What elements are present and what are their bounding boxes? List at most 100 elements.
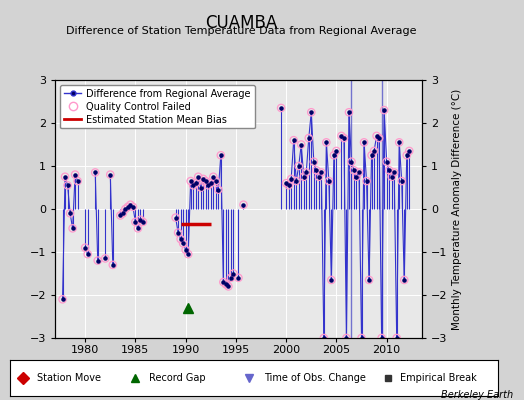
Point xyxy=(222,281,230,288)
Point xyxy=(206,180,215,186)
Point xyxy=(219,279,227,285)
Point xyxy=(179,240,188,246)
Point xyxy=(277,105,286,111)
Point xyxy=(94,258,102,264)
Point xyxy=(345,109,353,116)
Point xyxy=(307,109,315,116)
Point xyxy=(289,137,298,143)
Point xyxy=(124,204,132,210)
Point xyxy=(332,148,341,154)
Point xyxy=(171,214,180,221)
Point xyxy=(58,296,67,302)
Point xyxy=(292,178,300,184)
Point xyxy=(61,174,69,180)
Point xyxy=(61,174,69,180)
Point xyxy=(330,152,338,158)
Point xyxy=(212,178,220,184)
Point xyxy=(73,178,82,184)
Point xyxy=(297,141,305,148)
Point xyxy=(227,274,235,281)
Point xyxy=(124,204,132,210)
Point xyxy=(129,204,137,210)
Point xyxy=(219,279,227,285)
Point xyxy=(395,139,403,146)
Point xyxy=(239,202,248,208)
Point xyxy=(380,107,388,113)
Point xyxy=(317,169,325,176)
Point xyxy=(402,152,411,158)
Point xyxy=(191,180,200,186)
Point xyxy=(63,182,72,188)
Point xyxy=(131,219,139,225)
Point xyxy=(66,210,74,216)
Point xyxy=(91,169,100,176)
Point xyxy=(307,109,315,116)
Point xyxy=(224,283,233,290)
Point xyxy=(400,277,408,283)
Point xyxy=(375,135,383,141)
Point xyxy=(330,152,338,158)
Point xyxy=(129,204,137,210)
Point xyxy=(101,255,110,262)
Point xyxy=(383,158,391,165)
Point xyxy=(355,169,363,176)
Point xyxy=(204,182,212,188)
Point xyxy=(134,225,142,232)
Point xyxy=(202,178,210,184)
Point xyxy=(285,182,293,188)
Point xyxy=(116,212,125,219)
Point xyxy=(347,158,356,165)
Point xyxy=(83,251,92,257)
Point xyxy=(398,178,406,184)
Point xyxy=(177,236,185,242)
Point xyxy=(367,152,376,158)
Point xyxy=(300,174,308,180)
Point xyxy=(289,137,298,143)
Y-axis label: Monthly Temperature Anomaly Difference (°C): Monthly Temperature Anomaly Difference (… xyxy=(452,88,462,330)
Text: Berkeley Earth: Berkeley Earth xyxy=(441,390,514,400)
Point xyxy=(337,133,346,139)
Point xyxy=(126,202,135,208)
Point xyxy=(392,335,401,341)
Point xyxy=(121,206,129,212)
Point xyxy=(94,258,102,264)
Point xyxy=(189,182,198,188)
Point xyxy=(71,171,79,178)
Point xyxy=(179,240,188,246)
Point xyxy=(405,148,413,154)
Point xyxy=(285,182,293,188)
Point xyxy=(73,178,82,184)
Point xyxy=(390,169,398,176)
Point xyxy=(126,202,135,208)
Point xyxy=(377,335,386,341)
Point xyxy=(81,244,90,251)
Point xyxy=(69,225,77,232)
Point xyxy=(181,247,190,253)
Point xyxy=(222,281,230,288)
Point xyxy=(63,182,72,188)
Point xyxy=(204,182,212,188)
Point xyxy=(71,171,79,178)
Point xyxy=(395,139,403,146)
Point xyxy=(187,178,195,184)
Point xyxy=(229,270,237,277)
Point xyxy=(199,176,208,182)
Point xyxy=(360,139,368,146)
Point xyxy=(136,216,145,223)
Point xyxy=(214,186,223,193)
Point xyxy=(139,219,147,225)
Point xyxy=(352,174,361,180)
Text: Empirical Break: Empirical Break xyxy=(400,373,477,383)
Point xyxy=(196,184,205,191)
Point xyxy=(314,174,323,180)
Point xyxy=(352,174,361,180)
Point xyxy=(304,135,313,141)
Point xyxy=(287,176,296,182)
Point xyxy=(136,216,145,223)
Point xyxy=(83,251,92,257)
Point xyxy=(405,148,413,154)
Point xyxy=(332,148,341,154)
Point xyxy=(108,262,117,268)
Point xyxy=(216,152,225,158)
Point xyxy=(118,210,127,216)
